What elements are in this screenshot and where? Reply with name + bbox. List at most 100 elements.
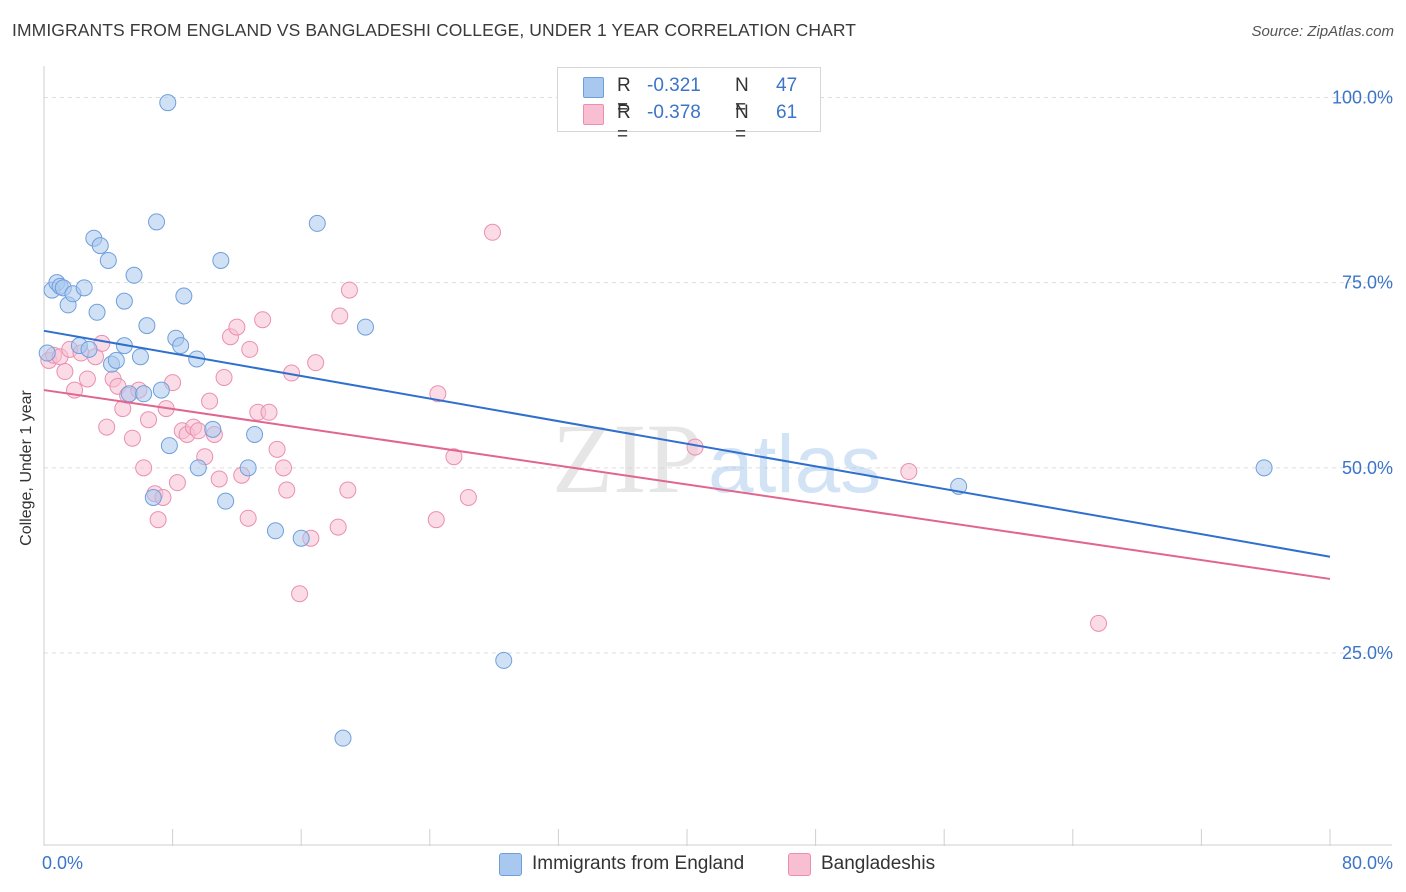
data-point-england [120,385,138,403]
data-point-england [80,340,98,358]
watermark: ZIP atlas [552,403,881,514]
chart-title: IMMIGRANTS FROM ENGLAND VS BANGLADESHI C… [12,20,857,40]
data-point-england [334,729,352,747]
data-point-england [135,385,153,403]
trend-line-bangladeshis [43,389,1331,580]
data-point-england [88,303,106,321]
data-point-england [115,292,133,310]
data-point-england [308,214,326,232]
data-point-england [495,651,513,669]
data-point-bangladeshis [291,585,309,603]
data-point-england [107,351,125,369]
data-point-bangladeshis [427,511,445,529]
r-label: R = [617,102,631,145]
data-point-bangladeshis [900,463,918,481]
data-point-bangladeshis [239,509,257,527]
data-point-england [239,459,257,477]
data-point-bangladeshis [275,459,293,477]
y-tick-label: 100.0% [1332,88,1393,108]
data-point-bangladeshis [260,403,278,421]
data-point-bangladeshis [241,340,259,358]
data-point-england [160,437,178,455]
data-point-england [125,266,143,284]
data-point-england [292,529,310,547]
axes [43,66,1392,846]
data-point-england [75,279,93,297]
n-value: 47 [776,75,798,96]
data-point-england [91,237,109,255]
data-point-bangladeshis [339,481,357,499]
legend-label-bangladeshis: Bangladeshis [821,853,936,874]
y-tick-label: 25.0% [1342,643,1393,663]
data-point-england [159,94,177,112]
legend-swatch-pink [788,853,811,876]
source-credit: Source: ZipAtlas.com [1251,23,1394,40]
r-value: -0.321 [647,75,701,96]
data-point-england [189,459,207,477]
data-point-bangladeshis [149,511,167,529]
data-point-england [357,318,374,336]
data-point-bangladeshis [78,370,96,388]
data-point-bangladeshis [331,307,349,325]
data-point-bangladeshis [168,474,186,492]
data-point-bangladeshis [215,368,233,386]
data-point-bangladeshis [329,518,347,536]
data-point-england [217,492,235,510]
gridlines [44,97,1392,654]
data-point-england [172,337,190,355]
trend-lines [43,329,1331,580]
data-point-england [204,420,222,438]
x-tick-label: 80.0% [1342,853,1393,873]
data-point-bangladeshis [189,422,207,440]
data-point-england [99,251,117,269]
data-point-bangladeshis [201,392,219,410]
trend-line-england [43,329,1331,558]
legend-swatch-blue [583,77,604,98]
data-point-england [175,287,193,305]
data-point-bangladeshis [307,354,325,372]
r-value: -0.378 [647,102,701,123]
data-point-england [144,488,162,506]
data-point-bangladeshis [268,440,286,458]
data-point-england [246,426,264,444]
data-point-bangladeshis [459,488,477,506]
data-point-bangladeshis [340,281,358,299]
data-point-bangladeshis [445,448,463,466]
series-england-points [38,86,1273,747]
legend-swatch-pink [583,104,604,125]
data-point-england [131,348,149,366]
data-point-bangladeshis [139,411,157,429]
n-label: N = [735,75,749,118]
watermark-atlas: atlas [708,419,881,510]
data-point-bangladeshis [98,418,116,436]
legend-label-england: Immigrants from England [532,853,745,874]
data-point-bangladeshis [429,385,447,403]
data-point-england [266,522,284,540]
r-label: R = [617,75,631,118]
x-tick-label: 0.0% [42,853,83,873]
legend-swatch-blue [499,853,522,876]
data-point-bangladeshis [254,311,272,329]
data-point-bangladeshis [1090,614,1108,632]
y-tick-label: 75.0% [1342,273,1393,293]
data-point-bangladeshis [278,481,296,499]
y-tick-label: 50.0% [1342,458,1393,478]
data-point-bangladeshis [483,223,501,241]
n-label: N = [735,102,749,145]
stats-legend: R = -0.321 N = 47 R = -0.378 N = 61 [557,67,821,145]
data-point-bangladeshis [56,363,74,381]
data-point-england [38,344,56,362]
tick-labels: 25.0% 50.0% 75.0% 100.0% 0.0% 80.0% [42,88,1393,874]
watermark-zip: ZIP [552,403,702,514]
data-point-england [148,213,166,231]
data-point-bangladeshis [123,429,141,447]
data-point-bangladeshis [210,470,228,488]
data-point-england [1255,459,1273,477]
data-point-england [138,317,156,335]
data-point-england [152,381,170,399]
data-point-england [212,251,230,269]
data-point-bangladeshis [228,318,246,336]
n-value: 61 [776,102,798,123]
data-point-bangladeshis [135,459,153,477]
